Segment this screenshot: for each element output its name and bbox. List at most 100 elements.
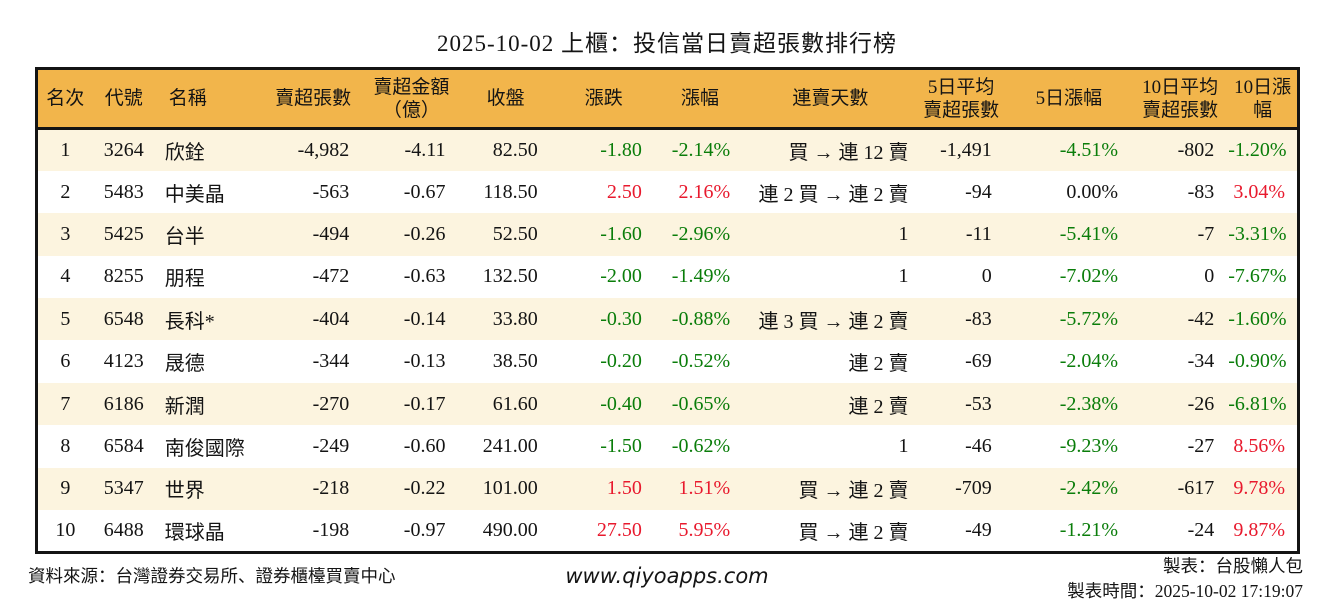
cell-close-price: 52.50 [492, 222, 538, 245]
cell-price-change: -1.50 [600, 434, 642, 457]
col-header-change: 漲跌 [551, 68, 656, 130]
cell-price-change: 1.50 [606, 477, 642, 500]
cell-sell-streak: 連 2 買 → 連 2 賣 [758, 183, 909, 206]
cell-avg10-volume: -802 [1177, 138, 1215, 161]
cell-change-pct: -0.52% [671, 350, 731, 373]
cell-sell-streak: 1 [898, 434, 909, 457]
cell-stock-name: 新潤 [164, 395, 205, 418]
cell-sell-amount: -0.17 [403, 392, 446, 415]
col-header-sell-amount: 賣超金額 （億） [363, 68, 460, 130]
header-row: 名次 代號 名稱 賣超張數 賣超金額 （億） 收盤 漲跌 漲幅 連賣天數 5日平… [36, 68, 1299, 130]
cell-stock-name: 世界 [164, 480, 205, 503]
cell-rank: 6 [60, 350, 71, 373]
col-header-avg5-volume: 5日平均 賣超張數 [916, 68, 1006, 130]
cell-sell-streak: 1 [898, 222, 909, 245]
cell-pct10: 9.78% [1233, 477, 1285, 500]
cell-pct10: -1.20% [1228, 138, 1287, 161]
cell-change-pct: -0.62% [671, 434, 731, 457]
cell-stock-code: 3264 [103, 138, 144, 161]
col-header-code: 代號 [92, 68, 155, 130]
cell-avg5-volume: -49 [965, 518, 992, 541]
cell-close-price: 118.50 [483, 180, 538, 203]
table-row: 4 8255 朋程 -472 -0.63 132.50 -2.00 -1.49%… [36, 255, 1299, 299]
cell-price-change: 2.50 [606, 180, 642, 203]
cell-avg5-volume: -709 [955, 477, 992, 500]
cell-sell-amount: -0.13 [403, 350, 446, 373]
cell-rank: 7 [60, 392, 71, 415]
cell-stock-name: 欣銓 [164, 141, 205, 164]
cell-sell-amount: -0.26 [403, 222, 446, 245]
table-header: 名次 代號 名稱 賣超張數 賣超金額 （億） 收盤 漲跌 漲幅 連賣天數 5日平… [36, 68, 1299, 130]
cell-close-price: 241.00 [482, 434, 538, 457]
table-row: 9 5347 世界 -218 -0.22 101.00 1.50 1.51% 買… [36, 467, 1299, 511]
cell-sell-amount: -0.63 [403, 265, 446, 288]
cell-stock-code: 5425 [103, 222, 144, 245]
data-source-note: 資料來源：台灣證券交易所、證券櫃檯買賣中心 [28, 566, 396, 586]
cell-sell-streak: 買 → 連 2 賣 [798, 480, 909, 503]
table-row: 2 5483 中美晶 -563 -0.67 118.50 2.50 2.16% … [36, 170, 1299, 214]
table-body: 1 3264 欣銓 -4,982 -4.11 82.50 -1.80 -2.14… [36, 128, 1299, 553]
col-header-rank: 名次 [36, 68, 93, 130]
cell-pct10: 3.04% [1233, 180, 1285, 203]
cell-avg5-volume: -46 [965, 434, 992, 457]
cell-sell-volume: -270 [312, 392, 350, 415]
cell-price-change: 27.50 [596, 518, 642, 541]
cell-close-price: 132.50 [482, 265, 538, 288]
cell-change-pct: -0.65% [671, 392, 731, 415]
cell-stock-code: 6548 [103, 307, 144, 330]
cell-close-price: 38.50 [492, 350, 538, 373]
maker-label: 製表：台股懶人包 [1163, 556, 1303, 576]
cell-sell-volume: -4,982 [297, 138, 350, 161]
table-row: 7 6186 新潤 -270 -0.17 61.60 -0.40 -0.65% … [36, 382, 1299, 426]
cell-stock-code: 6186 [103, 392, 144, 415]
cell-sell-volume: -404 [312, 307, 350, 330]
cell-pct5: -7.02% [1059, 265, 1119, 288]
cell-pct5: -2.42% [1059, 477, 1119, 500]
cell-sell-streak: 買 → 連 12 賣 [788, 141, 909, 164]
cell-sell-streak: 1 [898, 265, 909, 288]
cell-stock-name: 環球晶 [164, 521, 225, 544]
cell-stock-code: 8255 [103, 265, 144, 288]
cell-pct5: -2.38% [1059, 392, 1119, 415]
cell-sell-amount: -0.67 [403, 180, 446, 203]
cell-stock-name: 長科* [164, 310, 215, 333]
cell-sell-amount: -0.97 [403, 518, 446, 541]
cell-sell-amount: -0.22 [403, 477, 446, 500]
cell-sell-streak: 連 2 賣 [848, 353, 909, 376]
cell-sell-volume: -218 [312, 477, 350, 500]
cell-rank: 3 [60, 222, 71, 245]
cell-close-price: 33.80 [492, 307, 538, 330]
cell-avg10-volume: -27 [1187, 434, 1215, 457]
cell-price-change: -1.60 [600, 222, 642, 245]
report-timestamp: 製表時間：2025-10-02 17:19:07 [1067, 581, 1303, 601]
cell-pct5: -4.51% [1059, 138, 1119, 161]
cell-price-change: -0.40 [600, 392, 642, 415]
ranking-table: 名次 代號 名稱 賣超張數 賣超金額 （億） 收盤 漲跌 漲幅 連賣天數 5日平… [35, 67, 1300, 554]
cell-sell-streak: 連 3 買 → 連 2 賣 [758, 310, 909, 333]
cell-pct10: -1.60% [1228, 307, 1287, 330]
cell-avg5-volume: -53 [965, 392, 992, 415]
cell-pct5: -5.72% [1059, 307, 1119, 330]
cell-change-pct: -2.14% [671, 138, 731, 161]
cell-rank: 2 [60, 180, 71, 203]
cell-avg10-volume: -24 [1187, 518, 1215, 541]
cell-price-change: -0.20 [600, 350, 642, 373]
cell-avg5-volume: -11 [965, 222, 992, 245]
cell-avg5-volume: -83 [965, 307, 992, 330]
col-header-name: 名稱 [154, 68, 264, 130]
cell-pct10: -0.90% [1228, 350, 1287, 373]
cell-change-pct: -0.88% [671, 307, 731, 330]
table-row: 8 6584 南俊國際 -249 -0.60 241.00 -1.50 -0.6… [36, 425, 1299, 468]
col-header-pct10: 10日漲幅 [1228, 68, 1299, 130]
cell-price-change: -0.30 [600, 307, 642, 330]
cell-change-pct: -1.49% [671, 265, 731, 288]
cell-pct10: -6.81% [1228, 392, 1287, 415]
cell-stock-name: 台半 [164, 225, 205, 248]
cell-rank: 5 [60, 307, 71, 330]
cell-rank: 4 [60, 265, 71, 288]
cell-pct5: 0.00% [1066, 180, 1119, 203]
cell-sell-volume: -344 [312, 350, 350, 373]
cell-sell-volume: -563 [312, 180, 350, 203]
cell-stock-name: 中美晶 [164, 183, 225, 206]
